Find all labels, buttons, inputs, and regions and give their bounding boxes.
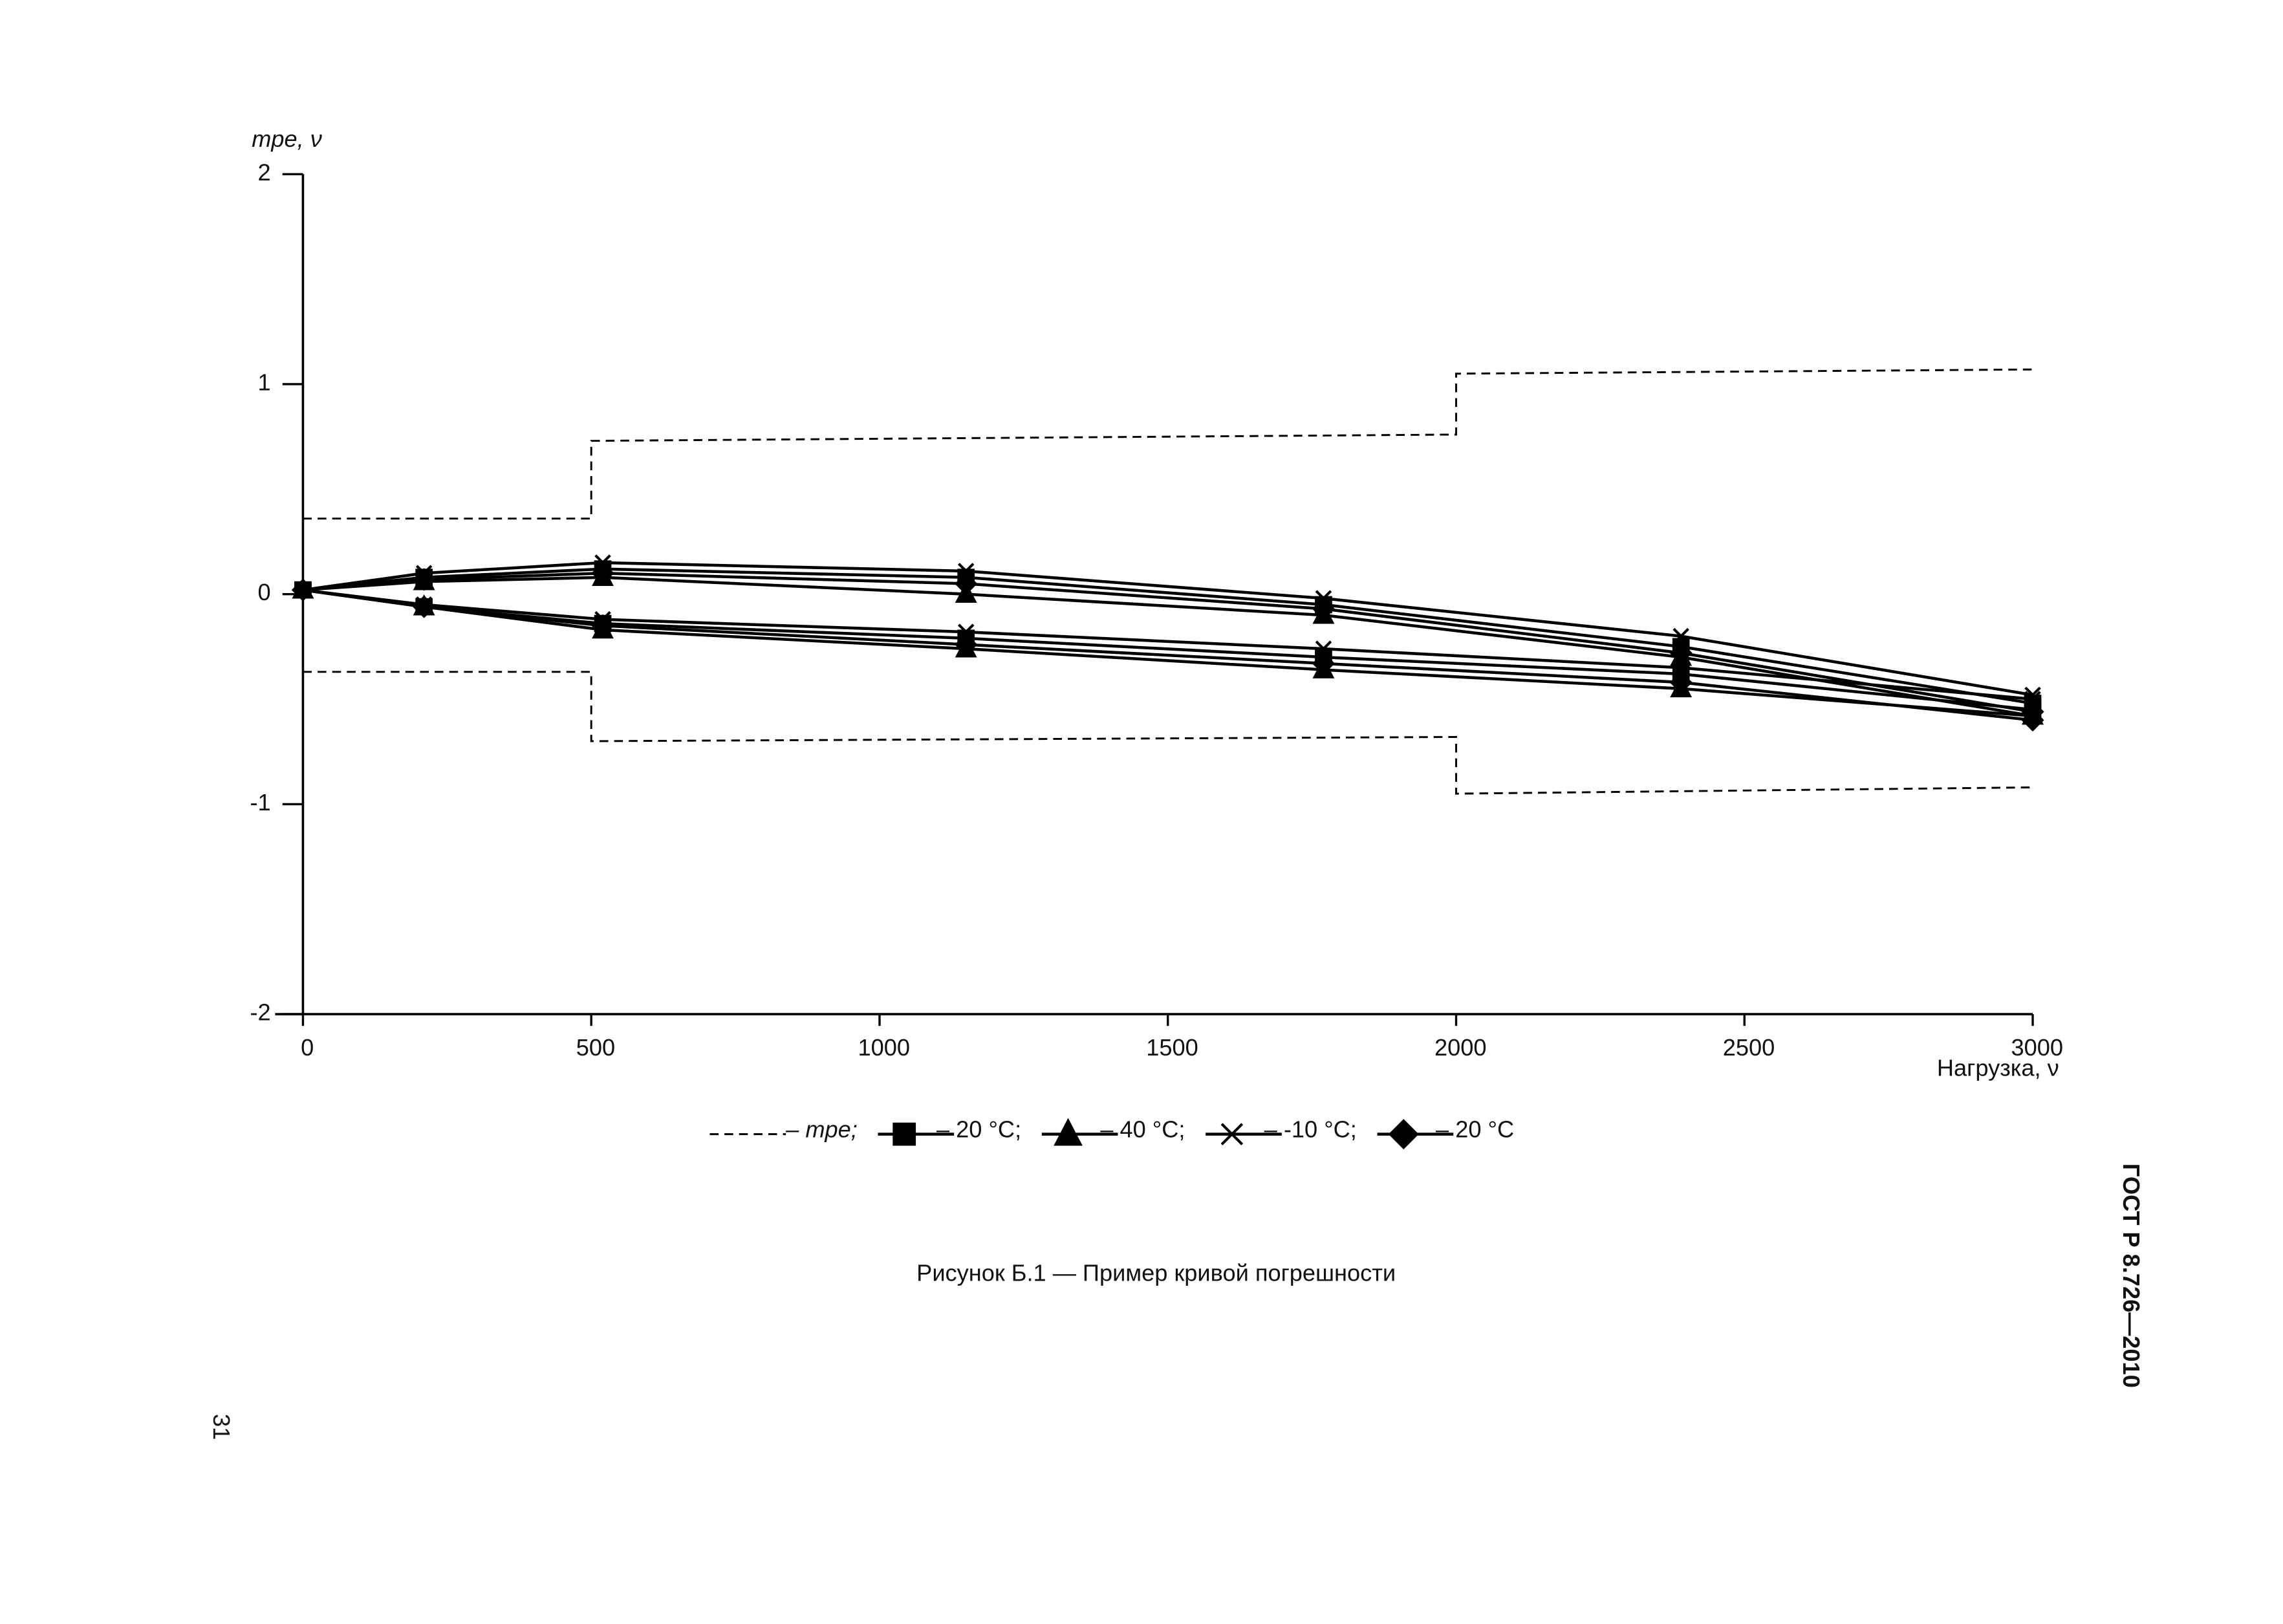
legend-label: – 40 °C; [1100, 1116, 1185, 1143]
marker [1672, 627, 1689, 645]
series-line [303, 368, 2033, 795]
marker [591, 614, 614, 637]
x-axis-label: Нагрузка, ν [1937, 1055, 2059, 1081]
legend-label: – 20 °C [1436, 1116, 1514, 1143]
x-tick-label: 1500 [1146, 1034, 1198, 1061]
legend-marker [1054, 1118, 1083, 1146]
legend-marker [1220, 1123, 1244, 1145]
x-tick-label: 3000 [2011, 1034, 2064, 1061]
marker [2021, 708, 2044, 732]
marker [413, 595, 436, 618]
marker [291, 578, 315, 601]
x-tick-label: 2000 [1434, 1034, 1487, 1061]
marker [1315, 640, 1332, 657]
marker [1312, 652, 1336, 675]
legend-label: – mpe; [785, 1116, 858, 1143]
marker [1312, 597, 1336, 621]
marker [955, 633, 978, 656]
legend-label: – -10 °C; [1264, 1116, 1357, 1143]
y-tick-label: -2 [250, 999, 270, 1026]
caption: Рисунок Б.1 — Пример кривой погрешности [916, 1259, 1396, 1286]
marker [2024, 691, 2041, 708]
x-tick-label: 500 [576, 1034, 615, 1061]
x-tick-label: 0 [301, 1034, 314, 1061]
y-tick-label: 1 [258, 369, 271, 396]
series-line [303, 567, 2035, 711]
series-line [303, 561, 2035, 701]
y-tick-label: -1 [250, 789, 270, 816]
marker [1669, 642, 1693, 665]
marker [955, 572, 978, 596]
marker [2024, 686, 2041, 704]
marker [413, 568, 436, 591]
x-tick-label: 1000 [858, 1034, 910, 1061]
marker [957, 563, 975, 579]
x-tick-label: 2500 [1723, 1034, 1775, 1061]
legend-marker [893, 1122, 916, 1146]
marker [957, 623, 975, 640]
standard-number: ГОСТ Р 8.726—2010 [2118, 1164, 2145, 1388]
y-tick-label: 2 [258, 159, 271, 186]
legend-marker [1388, 1119, 1419, 1150]
marker [1669, 671, 1693, 694]
page-number: 31 [208, 1414, 235, 1440]
marker [1672, 659, 1689, 677]
y-axis-label: mpe, ν [252, 125, 322, 152]
marker [591, 561, 614, 585]
legend-label: – 20 °C; [936, 1116, 1021, 1143]
series-line [303, 571, 2035, 722]
y-tick-label: 0 [258, 579, 271, 605]
